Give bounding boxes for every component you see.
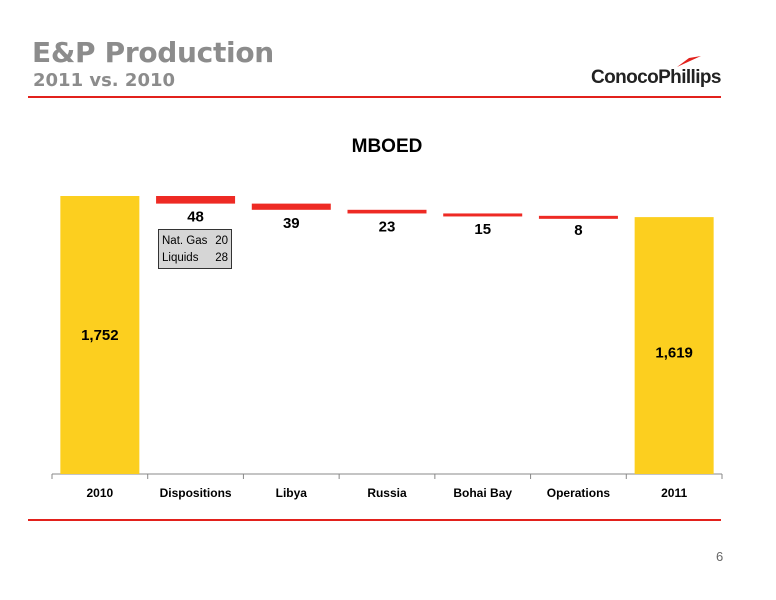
bar-data-label: 1,619 bbox=[655, 345, 693, 362]
page-number: 6 bbox=[716, 549, 724, 564]
bar-data-label: 48 bbox=[187, 209, 204, 226]
breakdown-row-liquids: Liquids 28 bbox=[162, 250, 228, 267]
x-tick-label: Libya bbox=[276, 486, 308, 500]
decrease-bar bbox=[538, 215, 618, 219]
page-title: E&P Production bbox=[32, 36, 274, 69]
x-tick-label: Bohai Bay bbox=[453, 486, 512, 500]
breakdown-value: 20 bbox=[215, 235, 228, 247]
decrease-bar bbox=[347, 209, 427, 214]
conocophillips-logo-icon bbox=[677, 56, 701, 67]
x-tick-label: 2010 bbox=[87, 486, 114, 500]
breakdown-label: Nat. Gas bbox=[162, 235, 208, 247]
dispositions-breakdown-box: Nat. Gas 20 Liquids 28 bbox=[158, 229, 232, 269]
x-tick-label: Operations bbox=[547, 486, 611, 500]
x-tick-label: Russia bbox=[367, 486, 407, 500]
breakdown-label: Liquids bbox=[162, 252, 199, 264]
decrease-bar bbox=[156, 196, 236, 204]
decrease-bar bbox=[251, 203, 331, 210]
header-rule bbox=[28, 96, 721, 98]
total-bar bbox=[634, 217, 714, 474]
x-tick-label: 2011 bbox=[661, 486, 687, 500]
breakdown-value: 28 bbox=[215, 252, 228, 264]
total-bar bbox=[60, 196, 140, 474]
decrease-bar bbox=[443, 213, 523, 217]
chart-title-text: MBOED bbox=[351, 136, 423, 157]
company-logo-text: ConocoPhillips bbox=[591, 67, 721, 88]
chart-title: MBOED bbox=[0, 136, 776, 158]
x-tick-label: Dispositions bbox=[160, 486, 232, 500]
footer-rule bbox=[28, 519, 721, 521]
breakdown-row-gas: Nat. Gas 20 bbox=[162, 233, 228, 250]
bar-data-label: 39 bbox=[283, 215, 300, 232]
bar-data-label: 15 bbox=[474, 221, 491, 238]
bar-data-label: 1,752 bbox=[81, 327, 119, 344]
page-subtitle: 2011 vs. 2010 bbox=[33, 70, 176, 91]
bar-data-label: 8 bbox=[574, 222, 582, 239]
bar-data-label: 23 bbox=[379, 218, 396, 235]
